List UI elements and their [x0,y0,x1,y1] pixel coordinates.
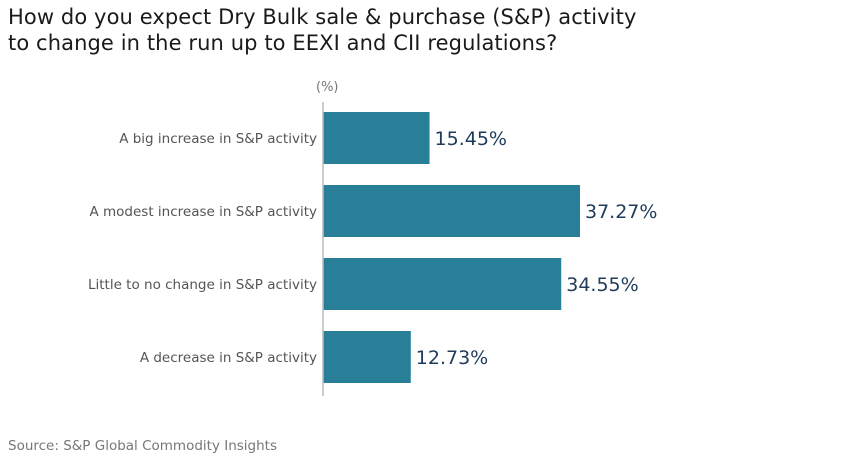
data-label: 34.55% [566,274,638,296]
source-note: Source: S&P Global Commodity Insights [8,438,278,454]
data-label: 37.27% [585,201,657,223]
category-label: A decrease in S&P activity [140,350,317,366]
bar [323,258,562,310]
chart-title-line-1: How do you expect Dry Bulk sale & purcha… [8,5,637,29]
bar [323,112,430,164]
bar [323,185,580,237]
data-label: 12.73% [416,347,488,369]
category-label: A big increase in S&P activity [119,131,317,147]
unit-label: (%) [316,80,339,95]
chart-title: How do you expect Dry Bulk sale & purcha… [8,4,636,56]
data-label: 15.45% [435,128,507,150]
chart-title-line-2: to change in the run up to EEXI and CII … [8,31,558,55]
category-label: A modest increase in S&P activity [89,204,317,220]
category-label: Little to no change in S&P activity [88,277,317,293]
bar [323,331,411,383]
